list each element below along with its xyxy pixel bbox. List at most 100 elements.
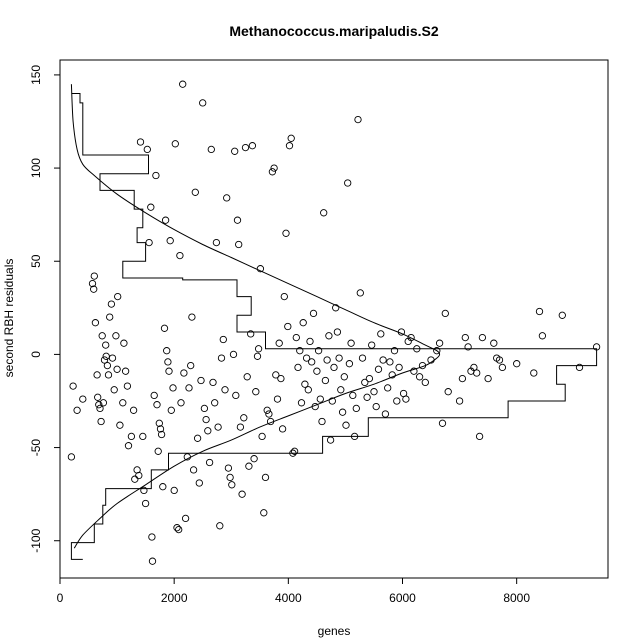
scatter-points bbox=[67, 80, 601, 565]
data-point bbox=[263, 406, 271, 414]
histogram-steps bbox=[70, 93, 598, 560]
data-point bbox=[170, 486, 178, 495]
data-point bbox=[120, 339, 128, 347]
density-curve bbox=[70, 84, 441, 549]
data-point bbox=[266, 417, 275, 426]
x-tick-label: 4000 bbox=[275, 591, 302, 605]
data-point bbox=[155, 419, 163, 427]
data-point bbox=[88, 279, 97, 288]
x-tick-label: 8000 bbox=[503, 591, 530, 605]
data-point bbox=[219, 335, 227, 344]
data-point bbox=[379, 356, 387, 364]
data-point bbox=[365, 374, 374, 383]
data-point bbox=[470, 363, 478, 372]
data-point bbox=[304, 386, 312, 394]
data-point bbox=[328, 397, 336, 405]
data-point bbox=[248, 142, 257, 150]
data-point bbox=[342, 421, 350, 429]
data-point bbox=[277, 374, 285, 383]
data-point bbox=[350, 432, 359, 441]
data-point bbox=[95, 401, 103, 409]
data-point bbox=[308, 358, 316, 366]
data-point bbox=[121, 367, 130, 375]
data-point bbox=[473, 369, 481, 377]
data-point bbox=[140, 486, 148, 495]
data-point bbox=[235, 240, 243, 249]
data-point bbox=[147, 203, 155, 211]
data-point bbox=[179, 80, 187, 88]
data-point bbox=[313, 367, 321, 375]
data-point bbox=[108, 354, 117, 362]
data-point bbox=[444, 388, 452, 396]
data-point bbox=[455, 397, 464, 405]
data-point bbox=[333, 328, 342, 336]
y-tick-label: 150 bbox=[29, 65, 43, 85]
data-point bbox=[323, 356, 331, 364]
data-point bbox=[363, 393, 371, 401]
data-point bbox=[252, 388, 260, 396]
data-point bbox=[241, 143, 250, 152]
data-point bbox=[381, 410, 390, 418]
data-point bbox=[200, 404, 209, 413]
data-point bbox=[345, 360, 354, 368]
data-point bbox=[124, 442, 133, 450]
y-axis: -100 -50 0 50 100 150 bbox=[29, 65, 60, 553]
data-point bbox=[205, 458, 214, 467]
x-tick-label: 6000 bbox=[389, 591, 416, 605]
data-point bbox=[407, 333, 415, 342]
data-point bbox=[238, 490, 246, 498]
data-point bbox=[207, 145, 215, 154]
data-point bbox=[161, 216, 170, 224]
data-point bbox=[314, 347, 323, 355]
data-point bbox=[260, 509, 268, 517]
data-point bbox=[258, 432, 266, 441]
data-point bbox=[107, 300, 116, 308]
data-point bbox=[302, 354, 311, 362]
data-point bbox=[592, 343, 601, 351]
data-point bbox=[282, 229, 290, 237]
data-point bbox=[318, 417, 326, 426]
data-point bbox=[352, 404, 360, 413]
data-point bbox=[160, 324, 169, 332]
data-point bbox=[100, 356, 109, 364]
data-point bbox=[163, 347, 171, 355]
data-point bbox=[478, 333, 487, 342]
data-point bbox=[97, 417, 105, 426]
y-axis-label: second RBH residuals bbox=[2, 259, 16, 378]
data-point bbox=[127, 432, 136, 441]
data-point bbox=[256, 265, 265, 273]
data-point bbox=[253, 352, 262, 360]
data-point bbox=[358, 354, 367, 362]
data-point bbox=[250, 455, 258, 463]
data-point bbox=[148, 533, 156, 541]
data-point bbox=[123, 382, 132, 390]
data-point bbox=[377, 330, 385, 338]
x-tick-label: 0 bbox=[57, 591, 64, 605]
data-point bbox=[461, 333, 469, 342]
data-point bbox=[159, 483, 167, 491]
data-point bbox=[354, 115, 362, 124]
data-point bbox=[292, 333, 300, 342]
data-point bbox=[397, 328, 406, 336]
data-point bbox=[114, 292, 122, 301]
data-point bbox=[289, 449, 297, 457]
data-point bbox=[340, 373, 348, 381]
data-point bbox=[181, 514, 190, 523]
data-point bbox=[296, 347, 304, 355]
data-point bbox=[433, 347, 441, 355]
data-point bbox=[143, 145, 151, 154]
data-point bbox=[418, 361, 427, 370]
data-point bbox=[119, 399, 127, 407]
density-curve-line bbox=[70, 84, 441, 549]
data-point bbox=[185, 384, 193, 392]
histogram-outline bbox=[70, 93, 598, 560]
data-point bbox=[166, 237, 174, 245]
data-point bbox=[280, 292, 288, 301]
y-tick-label: 50 bbox=[29, 254, 43, 268]
data-point bbox=[309, 309, 318, 318]
data-point bbox=[272, 371, 280, 379]
data-point bbox=[275, 339, 283, 347]
data-point bbox=[330, 363, 338, 372]
